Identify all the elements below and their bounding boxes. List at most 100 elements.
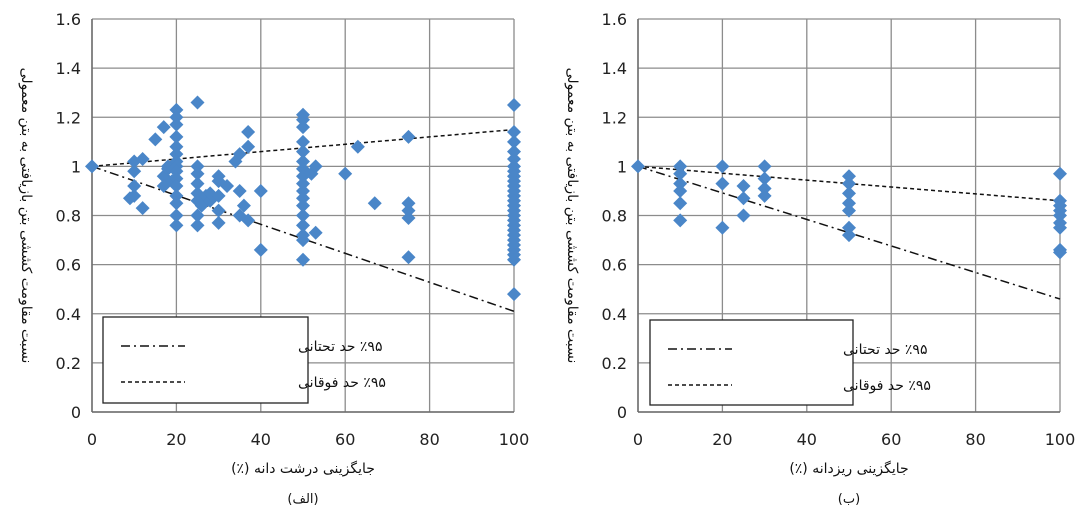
y-tick-label: 0.2 xyxy=(56,354,81,373)
y-tick-label: 1.4 xyxy=(602,59,627,78)
lower-limit-line xyxy=(637,165,1061,300)
data-point xyxy=(190,166,205,181)
legend-box xyxy=(102,316,309,404)
data-point xyxy=(715,220,730,235)
data-point xyxy=(401,129,416,144)
data-point xyxy=(842,176,856,191)
data-point xyxy=(296,191,310,206)
data-point xyxy=(127,188,142,203)
data-point xyxy=(401,203,416,218)
data-point xyxy=(673,196,688,211)
data-point xyxy=(673,176,688,191)
data-point xyxy=(296,154,310,169)
data-point xyxy=(736,208,751,223)
data-point xyxy=(757,188,772,203)
data-point xyxy=(169,171,184,186)
data-point xyxy=(842,169,856,184)
data-point xyxy=(190,95,205,110)
data-point xyxy=(169,129,184,144)
data-point xyxy=(715,159,730,174)
y-axis-label: نسبت مقاومت کششی بتن بازیافتی به بتن معم… xyxy=(564,68,580,364)
data-point xyxy=(736,191,751,206)
y-tick-label: 1.6 xyxy=(602,10,627,29)
data-point xyxy=(1053,208,1067,223)
data-point xyxy=(715,176,730,191)
data-point xyxy=(169,196,184,211)
data-point xyxy=(156,120,171,135)
legend-entry-label: ٪۹۵ حد فوقانی xyxy=(298,375,386,391)
data-point xyxy=(232,147,247,162)
data-point xyxy=(296,233,310,248)
data-point xyxy=(296,198,310,213)
panel-label: (ب) xyxy=(838,492,860,507)
data-point xyxy=(842,186,856,201)
chart-panel-1: 0 0.2 0.4 0.6 0.8 1 1.2 1.4 1.6 0 20 40 60 80 100 جایگز… xyxy=(18,10,529,507)
data-point xyxy=(673,166,688,181)
data-point xyxy=(127,179,142,194)
data-point xyxy=(253,183,268,198)
x-tick-label: 20 xyxy=(166,430,186,449)
y-tick-label: 0.6 xyxy=(56,256,81,275)
data-point xyxy=(169,117,184,132)
data-point xyxy=(296,144,310,159)
data-point xyxy=(338,166,353,181)
x-axis-label: جایگزینی درشت دانه (٪) xyxy=(231,460,375,477)
legend: ٪۹۵ حد تحتانی ٪۹۵ حد فوقانی xyxy=(102,316,386,404)
legend: ٪۹۵ حد تحتانی ٪۹۵ حد فوقانی xyxy=(649,319,931,406)
data-point xyxy=(842,228,856,243)
data-point xyxy=(296,183,310,198)
data-point xyxy=(736,179,751,194)
y-tick-label: 0 xyxy=(71,403,81,422)
data-point xyxy=(507,287,521,302)
data-point xyxy=(296,252,310,267)
data-point xyxy=(211,203,226,218)
x-tick-label: 0 xyxy=(87,430,97,449)
data-point xyxy=(507,152,521,167)
data-point xyxy=(296,120,310,135)
data-point xyxy=(169,179,184,194)
data-point xyxy=(757,181,772,196)
data-point xyxy=(401,250,416,265)
x-tick-label: 40 xyxy=(797,430,817,449)
x-tick-label: 60 xyxy=(881,430,901,449)
data-point xyxy=(169,218,184,233)
data-point xyxy=(211,215,226,230)
chart-panel-2: 0 0.2 0.4 0.6 0.8 1 1.2 1.4 1.6 0 20 40 60 80 100 جایگز… xyxy=(564,10,1075,507)
y-tick-label: 0 xyxy=(617,403,627,422)
data-point xyxy=(169,110,184,125)
y-tick-label: 1 xyxy=(71,157,81,176)
x-tick-label: 100 xyxy=(499,430,530,449)
data-point xyxy=(842,220,856,235)
legend-box xyxy=(649,319,854,406)
data-point xyxy=(1053,166,1067,181)
data-point xyxy=(673,183,688,198)
data-point xyxy=(135,152,150,167)
x-tick-label: 80 xyxy=(419,430,439,449)
x-tick-label: 40 xyxy=(251,430,271,449)
data-point xyxy=(190,218,205,233)
panel-label: (الف) xyxy=(287,492,318,507)
y-tick-label: 1.4 xyxy=(56,59,81,78)
y-tick-label: 0.8 xyxy=(602,207,627,226)
x-tick-label: 0 xyxy=(633,430,643,449)
data-point xyxy=(842,203,856,218)
legend-entry-label: ٪۹۵ حد فوقانی xyxy=(843,378,931,394)
data-point xyxy=(401,210,416,225)
data-point xyxy=(308,225,323,240)
y-tick-label: 1.6 xyxy=(56,10,81,29)
data-point xyxy=(401,196,416,211)
data-point xyxy=(148,132,163,147)
data-point xyxy=(169,164,184,179)
data-point xyxy=(296,112,310,127)
x-tick-label: 80 xyxy=(965,430,985,449)
y-tick-label: 0.2 xyxy=(602,354,627,373)
legend-entry-label: ٪۹۵ حد تحتانی xyxy=(298,339,382,355)
x-tick-label: 100 xyxy=(1045,430,1076,449)
data-point xyxy=(253,242,268,257)
data-point xyxy=(757,159,772,174)
data-point xyxy=(190,208,205,223)
y-tick-label: 1.2 xyxy=(602,108,627,127)
x-axis-label: جایگزینی ریزدانه (٪) xyxy=(789,460,908,477)
data-point xyxy=(308,159,323,174)
data-point xyxy=(169,208,184,223)
